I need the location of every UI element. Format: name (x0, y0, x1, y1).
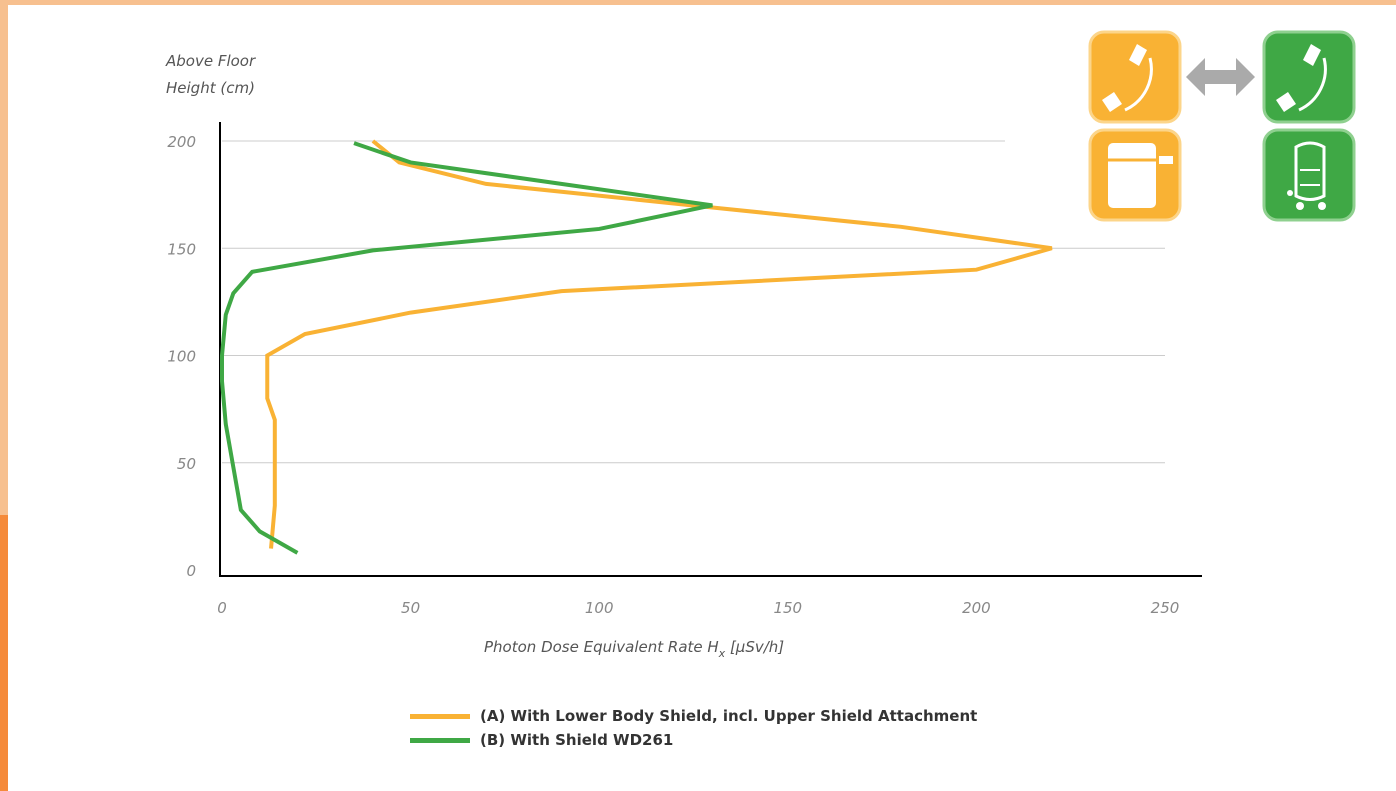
legend-label-b: (B) With Shield WD261 (480, 731, 674, 749)
x-tick-label: 200 (962, 599, 991, 617)
series-line-b (220, 141, 713, 555)
y-tick-label: 100 (167, 348, 196, 366)
lower-body-shield-icon (1088, 128, 1182, 222)
x-tick-label: 100 (585, 599, 614, 617)
mobile-shield-icon (1262, 128, 1356, 222)
x-axis-title: Photon Dose Equivalent Rate Hx [μSv/h] (484, 638, 784, 660)
y-axis-title-line1: Above Floor (165, 52, 256, 70)
x-tick-label: 250 (1151, 599, 1180, 617)
y-tick-label: 150 (167, 240, 196, 258)
frame-left-border (0, 0, 8, 791)
legend-swatch-a (410, 713, 470, 719)
legend-item-a: (A) With Lower Body Shield, incl. Upper … (410, 704, 977, 728)
x-axis-title-subscript: x (718, 647, 726, 660)
x-tick-label: 0 (217, 599, 227, 617)
y-tick-label: 0 (186, 562, 196, 580)
frame-top-border (0, 0, 1396, 5)
x-axis-title-unit: [μSv/h] (725, 638, 784, 656)
x-tick-label: 150 (773, 599, 802, 617)
y-tick-label: 50 (177, 455, 196, 473)
legend-swatch-b (410, 737, 470, 743)
y-axis-title-line2: Height (cm) (166, 79, 255, 97)
frame-left-accent (0, 515, 8, 791)
x-tick-label: 50 (401, 599, 420, 617)
legend: (A) With Lower Body Shield, incl. Upper … (410, 704, 977, 752)
legend-item-b: (B) With Shield WD261 (410, 728, 977, 752)
icon-panel (1088, 30, 1356, 222)
series-line-a (265, 139, 1053, 549)
x-axis-title-main: Photon Dose Equivalent Rate H (484, 638, 719, 656)
double-arrow-icon (1186, 58, 1255, 96)
y-tick-label: 200 (167, 133, 196, 151)
c-arm-icon-green (1262, 30, 1356, 124)
legend-label-a: (A) With Lower Body Shield, incl. Upper … (480, 707, 978, 725)
c-arm-icon-orange (1088, 30, 1182, 124)
